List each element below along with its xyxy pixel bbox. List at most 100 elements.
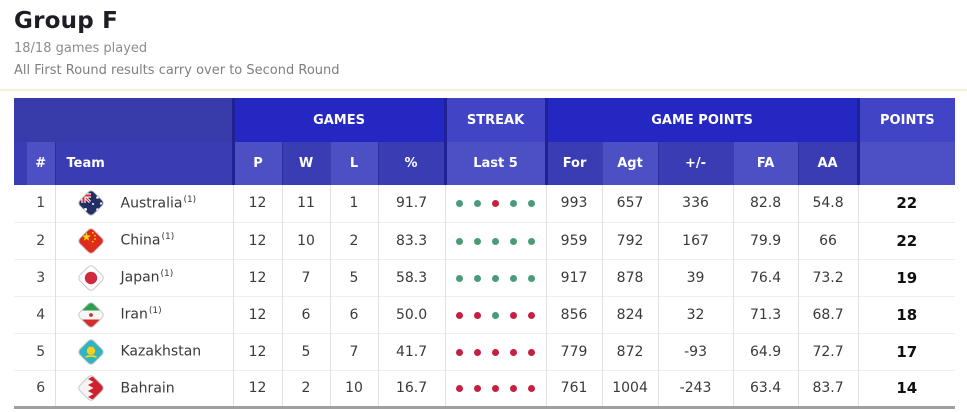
points-for-average-cell: 79.9 xyxy=(732,221,799,259)
loss-dot-icon xyxy=(456,385,464,392)
team-name: Japan xyxy=(120,269,160,286)
streak-dots xyxy=(456,200,536,208)
kazakhstan-flag-icon xyxy=(76,337,106,367)
points-for-cell: 761 xyxy=(545,369,603,409)
win-dot-icon xyxy=(492,311,500,319)
team-cell[interactable]: Iran(1) xyxy=(54,295,233,333)
row-gutter xyxy=(14,295,27,333)
streak-dots xyxy=(456,237,536,245)
win-dot-icon xyxy=(474,200,482,208)
col-header-aa: AA xyxy=(797,142,859,185)
classification-points-cell: 17 xyxy=(857,332,956,370)
win-dot-icon xyxy=(510,274,518,282)
points-against-average-cell: 68.7 xyxy=(797,295,859,333)
col-header-for: For xyxy=(544,142,603,185)
col-header-last5: Last 5 xyxy=(443,142,547,185)
table-row: 5 Kazakhstan 12 5 7 41.7 779 872 -93 64.… xyxy=(14,332,956,370)
win-dot-icon xyxy=(528,274,536,282)
team-name: Iran xyxy=(120,306,148,323)
wins-cell: 7 xyxy=(281,258,330,296)
points-for-average-cell: 64.9 xyxy=(732,332,799,370)
col-header-fa: FA xyxy=(732,142,799,185)
games-played-cell: 12 xyxy=(232,221,282,259)
last5-streak-cell xyxy=(444,258,547,296)
col-header-wins: W xyxy=(281,142,330,185)
points-for-cell: 779 xyxy=(545,332,603,370)
points-for-average-cell: 76.4 xyxy=(732,258,799,296)
streak-dots xyxy=(456,348,536,356)
team-superscript: (1) xyxy=(148,306,162,317)
loss-dot-icon xyxy=(474,385,482,392)
team-cell[interactable]: Bahrain xyxy=(54,369,233,409)
points-diff-cell: 39 xyxy=(657,258,734,296)
win-dot-icon xyxy=(456,237,464,245)
table-row: 3 Japan(1) 12 7 5 58.3 917 878 39 76.4 7… xyxy=(14,258,956,296)
points-against-average-cell: 83.7 xyxy=(797,369,859,409)
team-cell[interactable]: Japan(1) xyxy=(54,258,233,296)
losses-cell: 2 xyxy=(329,221,378,259)
table-row: 6 Bahrain 12 2 10 16.7 761 1004 -243 63.… xyxy=(14,369,956,409)
games-played-cell: 12 xyxy=(232,295,282,333)
points-for-average-cell: 82.8 xyxy=(732,185,799,222)
points-diff-cell: 336 xyxy=(657,185,734,222)
standings-body: 1 Australia(1) 12 11 1 91.7 993 657 336 … xyxy=(14,185,956,409)
team-superscript: (1) xyxy=(161,232,175,243)
group-header-points: POINTS xyxy=(856,98,956,142)
points-against-average-cell: 54.8 xyxy=(797,185,859,222)
loss-dot-icon xyxy=(456,348,464,356)
team-rank: 2 xyxy=(27,221,55,259)
loss-dot-icon xyxy=(510,385,518,392)
team-rank: 3 xyxy=(27,258,55,296)
win-percentage-cell: 50.0 xyxy=(377,295,446,333)
win-percentage-cell: 58.3 xyxy=(377,258,446,296)
points-against-cell: 872 xyxy=(601,332,659,370)
points-against-cell: 824 xyxy=(601,295,659,333)
games-played-cell: 12 xyxy=(232,258,282,296)
wins-cell: 5 xyxy=(281,332,330,370)
points-diff-cell: -93 xyxy=(657,332,734,370)
bahrain-flag-icon xyxy=(76,373,106,403)
team-superscript: (1) xyxy=(160,269,174,280)
classification-points-cell: 18 xyxy=(857,295,956,333)
loss-dot-icon xyxy=(474,348,482,356)
losses-cell: 10 xyxy=(329,369,378,409)
loss-dot-icon xyxy=(510,348,518,356)
last5-streak-cell xyxy=(444,185,547,222)
points-against-cell: 792 xyxy=(601,221,659,259)
points-diff-cell: 167 xyxy=(657,221,734,259)
streak-dots xyxy=(456,311,536,319)
row-gutter xyxy=(14,221,27,259)
standings-table: GAMES STREAK GAME POINTS POINTS # Team P… xyxy=(14,98,956,409)
losses-cell: 5 xyxy=(329,258,378,296)
points-for-cell: 993 xyxy=(545,185,603,222)
points-against-average-cell: 66 xyxy=(797,221,859,259)
team-cell[interactable]: China(1) xyxy=(54,221,233,259)
points-for-average-cell: 63.4 xyxy=(732,369,799,409)
games-played-cell: 12 xyxy=(232,185,282,222)
col-header-gutter xyxy=(14,142,27,185)
win-dot-icon xyxy=(510,200,518,208)
points-diff-cell: -243 xyxy=(657,369,734,409)
japan-flag-icon xyxy=(76,263,106,293)
team-cell[interactable]: Australia(1) xyxy=(54,185,233,222)
team-name: Australia xyxy=(120,195,183,212)
win-dot-icon xyxy=(474,237,482,245)
classification-points-cell: 14 xyxy=(857,369,956,409)
col-header-percentage: % xyxy=(377,142,446,185)
wins-cell: 6 xyxy=(281,295,330,333)
page-title: Group F xyxy=(14,8,118,34)
team-superscript: (1) xyxy=(183,194,197,205)
points-for-cell: 959 xyxy=(545,221,603,259)
last5-streak-cell xyxy=(444,295,547,333)
win-dot-icon xyxy=(456,200,464,208)
points-for-cell: 856 xyxy=(545,295,603,333)
team-name: China xyxy=(120,232,161,249)
group-header-streak: STREAK xyxy=(443,98,547,142)
team-cell[interactable]: Kazakhstan xyxy=(54,332,233,370)
win-dot-icon xyxy=(510,237,518,245)
points-for-average-cell: 71.3 xyxy=(732,295,799,333)
row-gutter xyxy=(14,332,27,370)
points-for-cell: 917 xyxy=(545,258,603,296)
group-header-games: GAMES xyxy=(231,98,446,142)
